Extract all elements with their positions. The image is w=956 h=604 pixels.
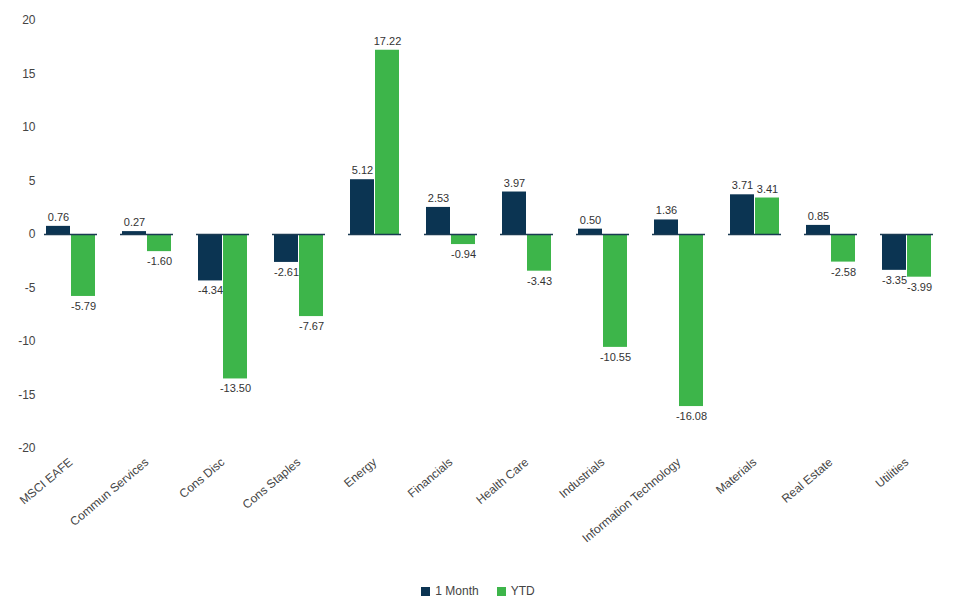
- svg-text:3.41: 3.41: [757, 183, 778, 195]
- svg-text:Materials: Materials: [713, 455, 759, 497]
- svg-text:-10.55: -10.55: [600, 351, 631, 363]
- html-text:1 Month: 1 Month: [435, 584, 479, 598]
- svg-text:3.71: 3.71: [732, 179, 753, 191]
- svg-text:-10: -10: [18, 334, 36, 348]
- svg-text:Information Technology: Information Technology: [580, 455, 684, 545]
- svg-text:10: 10: [22, 120, 36, 134]
- svg-text:-15: -15: [18, 388, 36, 402]
- svg-text:-13.50: -13.50: [220, 382, 251, 394]
- svg-text:15: 15: [22, 67, 36, 81]
- svg-text:3.97: 3.97: [504, 177, 525, 189]
- svg-text:Industrials: Industrials: [556, 455, 607, 501]
- svg-text:2.53: 2.53: [428, 192, 449, 204]
- svg-text:Energy: Energy: [341, 455, 379, 490]
- svg-text:-0.94: -0.94: [451, 248, 476, 260]
- svg-text:-2.61: -2.61: [274, 266, 299, 278]
- svg-text:5.12: 5.12: [352, 164, 373, 176]
- svg-text:-3.35: -3.35: [882, 274, 907, 286]
- svg-text:0.27: 0.27: [124, 216, 145, 228]
- svg-text:5: 5: [29, 174, 36, 188]
- svg-text:-1.60: -1.60: [147, 255, 172, 267]
- svg-text:-16.08: -16.08: [676, 410, 707, 422]
- svg-text:-3.43: -3.43: [527, 275, 552, 287]
- svg-text:Utilities: Utilities: [873, 455, 912, 491]
- svg-text:Financials: Financials: [405, 455, 455, 500]
- svg-text:Health Care: Health Care: [473, 455, 531, 507]
- svg-text:-7.67: -7.67: [299, 320, 324, 332]
- svg-text:-4.34: -4.34: [198, 284, 223, 296]
- svg-text:-5: -5: [25, 281, 36, 295]
- svg-text:-2.58: -2.58: [831, 266, 856, 278]
- svg-text:1.36: 1.36: [656, 204, 677, 216]
- svg-text:-5.79: -5.79: [71, 300, 96, 312]
- svg-text:Cons Disc: Cons Disc: [177, 455, 228, 501]
- svg-text:Cons Staples: Cons Staples: [240, 455, 304, 512]
- svg-text:MSCI EAFE: MSCI EAFE: [17, 455, 76, 507]
- svg-text:0.50: 0.50: [580, 214, 601, 226]
- html-text:YTD: YTD: [510, 584, 535, 598]
- svg-text:0.85: 0.85: [808, 210, 829, 222]
- svg-text:Real Estate: Real Estate: [779, 455, 836, 506]
- svg-text:0: 0: [29, 227, 36, 241]
- svg-text:-20: -20: [18, 441, 36, 455]
- svg-text:Commun Services: Commun Services: [67, 455, 151, 529]
- svg-text:-3.99: -3.99: [907, 281, 932, 293]
- svg-text:17.22: 17.22: [374, 35, 402, 47]
- svg-text:0.76: 0.76: [48, 211, 69, 223]
- svg-text:20: 20: [22, 13, 36, 27]
